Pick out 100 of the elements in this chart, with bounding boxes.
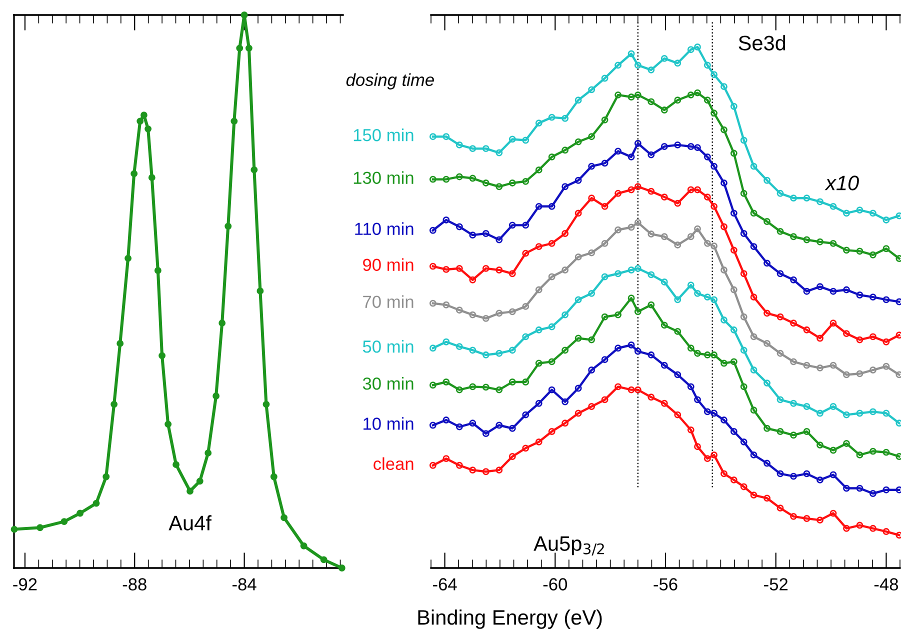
point	[648, 66, 655, 74]
point	[562, 398, 569, 406]
point	[816, 516, 824, 524]
point	[442, 416, 450, 424]
point	[843, 524, 850, 532]
point	[456, 264, 463, 272]
point	[750, 451, 758, 458]
point	[154, 267, 162, 274]
point	[496, 422, 503, 429]
point	[10, 526, 18, 533]
point	[429, 300, 436, 307]
point	[496, 266, 503, 274]
point	[710, 410, 718, 417]
point	[704, 240, 711, 247]
point	[687, 143, 694, 150]
point	[469, 383, 476, 390]
point	[764, 218, 770, 225]
point	[710, 110, 718, 117]
point	[764, 380, 770, 387]
point	[660, 400, 668, 407]
point	[469, 174, 476, 182]
point	[614, 311, 622, 318]
point	[830, 362, 837, 369]
point	[776, 470, 784, 478]
point	[704, 153, 711, 160]
point	[730, 286, 738, 294]
point	[535, 166, 542, 174]
point	[164, 420, 172, 428]
point	[628, 266, 635, 274]
point	[704, 62, 711, 69]
point	[634, 264, 642, 272]
point	[776, 190, 784, 197]
point	[764, 460, 770, 467]
point	[429, 176, 436, 183]
point	[601, 160, 608, 167]
point	[764, 176, 770, 184]
point	[130, 170, 138, 178]
series-label: 50 min	[362, 340, 414, 353]
point	[816, 364, 824, 372]
x-tick-label: -88	[122, 578, 146, 590]
point	[508, 378, 516, 386]
point	[764, 310, 770, 317]
point	[496, 350, 503, 357]
point	[660, 194, 668, 201]
point	[882, 245, 890, 252]
series-label: clean	[374, 457, 414, 470]
point	[730, 102, 738, 110]
point	[704, 194, 711, 201]
point	[674, 371, 682, 378]
point	[790, 472, 797, 480]
point	[614, 270, 622, 278]
point	[764, 494, 770, 502]
point	[456, 462, 463, 469]
point	[508, 346, 516, 354]
point	[628, 94, 635, 100]
point	[429, 262, 436, 270]
point	[816, 476, 824, 484]
point	[601, 313, 608, 320]
point	[562, 183, 569, 190]
point	[720, 316, 728, 324]
point	[535, 326, 542, 334]
x-tick-label: -52	[764, 578, 788, 590]
point	[843, 371, 850, 378]
point	[830, 202, 837, 210]
x-tick-label: -60	[543, 578, 568, 590]
annotation: x10	[824, 176, 859, 190]
point	[601, 116, 608, 124]
annotation: Se3d	[738, 35, 786, 50]
point	[710, 451, 718, 458]
point	[720, 180, 728, 186]
point	[535, 438, 542, 446]
point	[469, 466, 476, 474]
point	[674, 200, 682, 207]
point	[648, 98, 655, 106]
point	[614, 226, 622, 234]
point	[212, 392, 220, 400]
point	[869, 448, 876, 455]
point	[240, 12, 248, 18]
point	[730, 210, 738, 217]
point	[469, 145, 476, 152]
point	[496, 310, 503, 317]
point	[830, 403, 837, 410]
point	[442, 378, 450, 386]
point	[628, 153, 635, 160]
x-tick-label: -84	[232, 578, 256, 590]
point	[694, 144, 701, 152]
point	[816, 283, 824, 290]
point	[548, 358, 556, 366]
point	[496, 386, 503, 394]
point	[776, 270, 784, 278]
point	[710, 351, 718, 358]
point	[508, 308, 516, 316]
point	[614, 148, 622, 155]
point	[601, 202, 608, 210]
point	[158, 352, 166, 360]
point	[588, 290, 596, 297]
point	[704, 351, 711, 358]
point	[482, 351, 490, 358]
point	[687, 91, 694, 98]
point	[562, 420, 569, 427]
